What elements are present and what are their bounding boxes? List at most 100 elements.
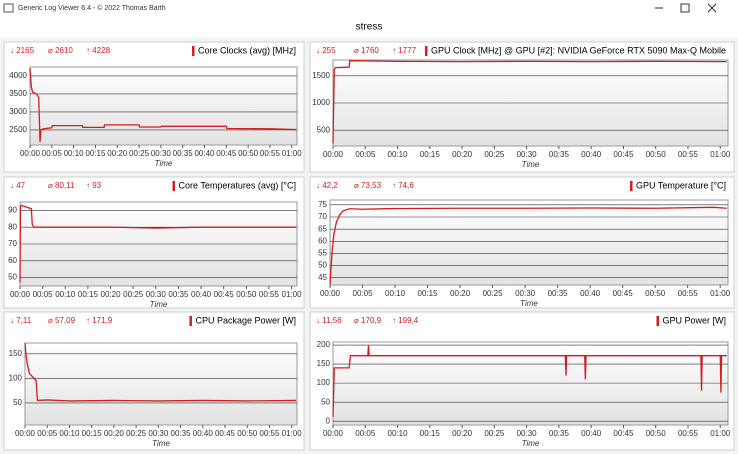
stat: ⌀ 80,11 — [48, 181, 75, 190]
x-tick-label: 00:35 — [168, 290, 189, 299]
y-tick-label: 55 — [318, 249, 327, 258]
y-tick-label: 80 — [8, 222, 17, 231]
data-line — [29, 67, 297, 142]
x-tick-label: 00:40 — [191, 290, 212, 299]
x-tick-label: 01:00 — [282, 429, 303, 438]
y-tick-label: 50 — [321, 397, 330, 406]
data-line — [24, 342, 297, 402]
y-tick-label: 0 — [326, 416, 331, 425]
x-tick-label: 00:55 — [259, 429, 280, 438]
plot-area — [329, 199, 729, 286]
x-tick-label: 00:05 — [355, 429, 376, 438]
x-tick-label: 00:00 — [10, 290, 31, 299]
x-tick-label: 00:15 — [420, 429, 441, 438]
title-marker — [172, 181, 176, 191]
x-tick-label: 01:00 — [282, 290, 303, 299]
plot-area — [332, 341, 729, 426]
stat: ↑ 199,4 — [392, 316, 419, 325]
stat: ↓ 47 — [10, 181, 26, 190]
x-tick-label: 00:10 — [64, 149, 85, 158]
data-line — [332, 60, 727, 144]
stat: ⌀ 1760 — [354, 46, 379, 55]
x-tick-label: 00:25 — [483, 289, 504, 298]
x-tick-label: 00:25 — [484, 150, 505, 159]
x-tick-label: 00:25 — [123, 290, 144, 299]
title-marker — [630, 181, 633, 191]
data-line — [332, 345, 727, 417]
x-tick-label: 00:55 — [678, 150, 699, 159]
stat: ↑ 74,6 — [392, 181, 414, 190]
close-button[interactable] — [707, 3, 717, 13]
x-tick-label: 00:10 — [388, 429, 409, 438]
y-tick-label: 100 — [9, 373, 23, 382]
x-tick-label: 00:10 — [59, 429, 80, 438]
x-tick-label: 00:55 — [678, 289, 699, 298]
x-tick-label: 00:15 — [420, 150, 441, 159]
y-tick-label: 60 — [318, 236, 327, 245]
x-tick-label: 00:10 — [388, 150, 409, 159]
x-tick-label: 00:55 — [260, 149, 281, 158]
chart-title: GPU Power [W] — [662, 315, 726, 325]
y-tick-label: 1500 — [312, 71, 330, 80]
y-tick-label: 70 — [8, 239, 17, 248]
y-tick-label: 2500 — [9, 125, 27, 134]
x-tick-label: 00:20 — [452, 429, 473, 438]
title-marker — [656, 316, 659, 326]
x-tick-label: 00:55 — [678, 429, 699, 438]
x-tick-label: 00:10 — [385, 289, 406, 298]
x-tick-label: 00:50 — [236, 290, 257, 299]
stat: ↓ 255 — [316, 46, 336, 55]
header-bar — [0, 16, 738, 38]
maximize-button[interactable] — [680, 3, 690, 13]
x-tick-label: 00:35 — [171, 429, 192, 438]
x-tick-label: 00:45 — [613, 289, 634, 298]
x-tick-label: 00:40 — [193, 429, 214, 438]
x-tick-label: 00:50 — [645, 289, 666, 298]
plot-area — [29, 66, 298, 146]
y-tick-label: 50 — [318, 261, 327, 270]
y-tick-label: 4000 — [9, 71, 27, 80]
x-tick-label: 00:05 — [355, 150, 376, 159]
x-tick-label: 00:25 — [126, 429, 147, 438]
x-tick-label: 00:05 — [42, 149, 63, 158]
stat: ↑ 171,9 — [86, 316, 113, 325]
stat: ⌀ 170,9 — [354, 316, 382, 325]
window-title: Generic Log Viewer 6.4 - © 2022 Thomas B… — [18, 4, 166, 12]
x-tick-label: 00:35 — [549, 429, 570, 438]
x-tick-label: 00:30 — [515, 289, 536, 298]
x-tick-label: 00:30 — [517, 429, 538, 438]
log-name: stress — [356, 22, 383, 33]
y-tick-label: 50 — [13, 398, 22, 407]
x-tick-label: 00:30 — [148, 429, 169, 438]
stat: ↓ 7,11 — [10, 316, 32, 325]
x-tick-label: 00:00 — [323, 150, 344, 159]
y-tick-label: 50 — [8, 273, 17, 282]
plot-area — [24, 342, 298, 426]
x-tick-label: 00:20 — [101, 290, 122, 299]
x-tick-label: 00:10 — [55, 290, 76, 299]
y-tick-label: 45 — [318, 273, 327, 282]
y-tick-label: 60 — [8, 256, 17, 265]
stat: ⌀ 2610 — [48, 46, 73, 55]
x-tick-label: 01:00 — [282, 149, 303, 158]
x-tick-label: 00:25 — [129, 149, 150, 158]
y-tick-label: 150 — [9, 349, 23, 358]
x-axis-label: Time — [152, 439, 170, 448]
title-marker — [424, 46, 428, 56]
x-tick-label: 00:45 — [215, 429, 236, 438]
stat: ↑ 1777 — [392, 46, 417, 55]
x-tick-label: 00:40 — [581, 429, 602, 438]
x-tick-label: 00:15 — [82, 429, 103, 438]
y-tick-label: 200 — [317, 340, 331, 349]
x-tick-label: 00:45 — [613, 429, 634, 438]
x-tick-label: 00:20 — [452, 150, 473, 159]
x-tick-label: 00:35 — [549, 150, 570, 159]
x-tick-label: 00:45 — [214, 290, 235, 299]
chart-title: Core Clocks (avg) [MHz] — [198, 45, 296, 55]
y-tick-label: 3500 — [9, 89, 27, 98]
x-tick-label: 01:00 — [710, 289, 731, 298]
x-tick-label: 00:20 — [104, 429, 125, 438]
data-line — [329, 206, 727, 285]
stat: ⌀ 73,53 — [354, 181, 382, 190]
